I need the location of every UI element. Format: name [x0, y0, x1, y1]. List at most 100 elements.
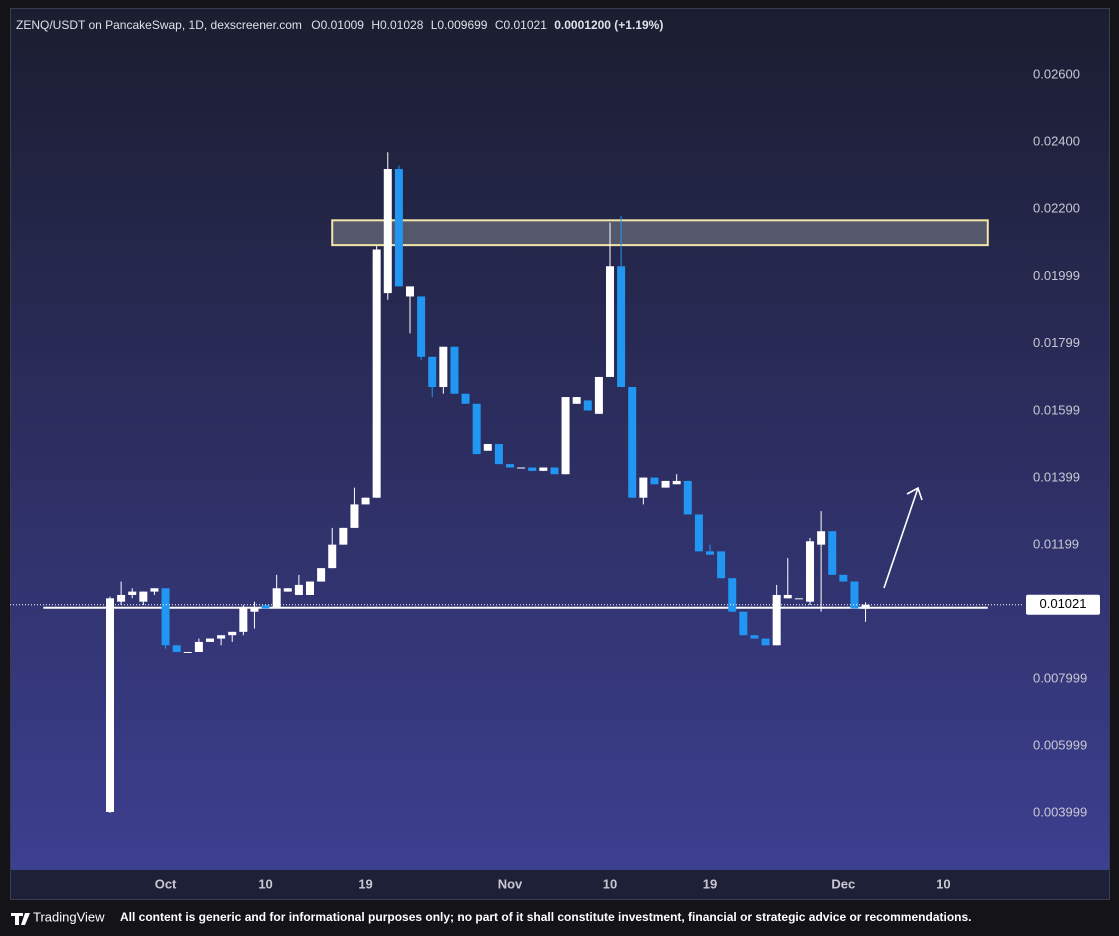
candle-body [694, 514, 703, 552]
candle-body [394, 168, 403, 287]
candle-body [150, 588, 159, 592]
candle-body [450, 346, 459, 394]
candle-body [861, 604, 870, 609]
y-tick-label: 0.01599 [1033, 402, 1080, 417]
last-price-box [1026, 594, 1100, 615]
candle-body [428, 356, 437, 388]
candle-body [106, 598, 114, 812]
candle-body [406, 286, 414, 297]
x-axis-strip [10, 870, 1110, 900]
candle-body [383, 168, 392, 294]
candle-body [228, 631, 237, 636]
resistance-zone [331, 219, 989, 247]
candle-body [117, 594, 126, 602]
candle-body [561, 397, 570, 475]
candle-body [239, 608, 248, 632]
candle-body [683, 480, 692, 515]
candle-body [461, 393, 470, 404]
candle-body [772, 594, 781, 646]
candle-body [172, 645, 181, 652]
candle-body [250, 608, 259, 612]
candle-body [183, 651, 192, 653]
candle-body [572, 397, 581, 404]
candle-body [539, 467, 548, 471]
candle-body [339, 527, 348, 545]
candle-body [317, 568, 326, 582]
header-l: L [431, 18, 438, 32]
x-tick-label: 10 [603, 876, 617, 891]
x-tick-label: 10 [258, 876, 272, 891]
candle-body [828, 531, 837, 575]
x-tick-label: 19 [703, 876, 717, 891]
candle-body [750, 635, 759, 639]
candle-body [806, 541, 814, 602]
candle-body [439, 346, 448, 388]
y-tick-label: 0.02600 [1033, 67, 1080, 82]
header: ZENQ/USDT on PancakeSwap, 1D, dexscreene… [16, 18, 663, 32]
candle-body [839, 574, 848, 582]
candle-body [761, 638, 770, 646]
candle-body [794, 598, 803, 600]
candle-body [628, 387, 637, 498]
candle-body [283, 588, 292, 592]
x-tick-label: 19 [358, 876, 372, 891]
last-price-label: 0.01021 [1040, 596, 1087, 611]
x-tick-label: Dec [831, 876, 855, 891]
y-tick-label: 0.007999 [1033, 670, 1087, 685]
header-change: 0.0001200 (+1.19%) [554, 18, 663, 32]
plot: 0.02600 0.02400 0.02200 0.01999 0.01799 0.015… [10, 67, 1100, 891]
header-title: ZENQ/USDT on PancakeSwap, 1D, dexscreene… [16, 18, 302, 32]
candle-body [306, 581, 314, 595]
candle-body [483, 444, 492, 451]
header-c-value: 0.01021 [504, 18, 548, 32]
header-h: H [371, 18, 380, 32]
header-l-value: 0.009699 [437, 18, 487, 32]
candle-body [161, 588, 170, 646]
header-h-value: 0.01028 [380, 18, 424, 32]
y-tick-label: 0.01799 [1033, 335, 1080, 350]
candle-body [717, 551, 726, 579]
y-tick-label: 0.01999 [1033, 268, 1080, 283]
candle-body [783, 594, 792, 599]
frame-border [10, 8, 1110, 900]
candle-body [372, 249, 381, 498]
candle-body [650, 477, 659, 485]
candle-body [139, 591, 148, 602]
candle-body [817, 531, 826, 545]
candle-body [594, 376, 603, 414]
candle-body [261, 605, 270, 609]
candle-body [350, 504, 359, 528]
x-tick-label: Oct [155, 876, 177, 891]
candle-body [606, 266, 614, 377]
header-o-value: 0.01009 [321, 18, 365, 32]
candle-body [506, 464, 514, 468]
candle-body [128, 591, 137, 595]
header-o: O [311, 18, 320, 32]
footer-disclaimer: All content is generic and for informati… [120, 910, 971, 924]
candle-body [417, 296, 426, 357]
candle-body [850, 581, 859, 609]
tradingview-logo [11, 913, 30, 925]
candle-body [272, 588, 281, 609]
candle-body [206, 638, 214, 642]
candle-body [472, 403, 481, 455]
candle-body [294, 584, 303, 595]
candle-body [517, 467, 526, 469]
plot-background [10, 8, 1110, 870]
footer-brand: TradingView [33, 909, 105, 924]
y-tick-label: 0.005999 [1033, 737, 1087, 752]
candle-body [672, 480, 681, 485]
candle-body [661, 480, 670, 488]
candle-body [361, 497, 370, 505]
candle-body [528, 467, 537, 471]
candle-body [639, 477, 648, 498]
candle-body [728, 578, 737, 612]
y-tick-label: 0.02400 [1033, 134, 1080, 149]
candle-body [494, 444, 503, 465]
y-tick-label: 0.01399 [1033, 469, 1080, 484]
y-tick-label: 0.01199 [1033, 536, 1079, 551]
y-tick-label: 0.003999 [1033, 804, 1087, 819]
header-c: C [495, 18, 504, 32]
